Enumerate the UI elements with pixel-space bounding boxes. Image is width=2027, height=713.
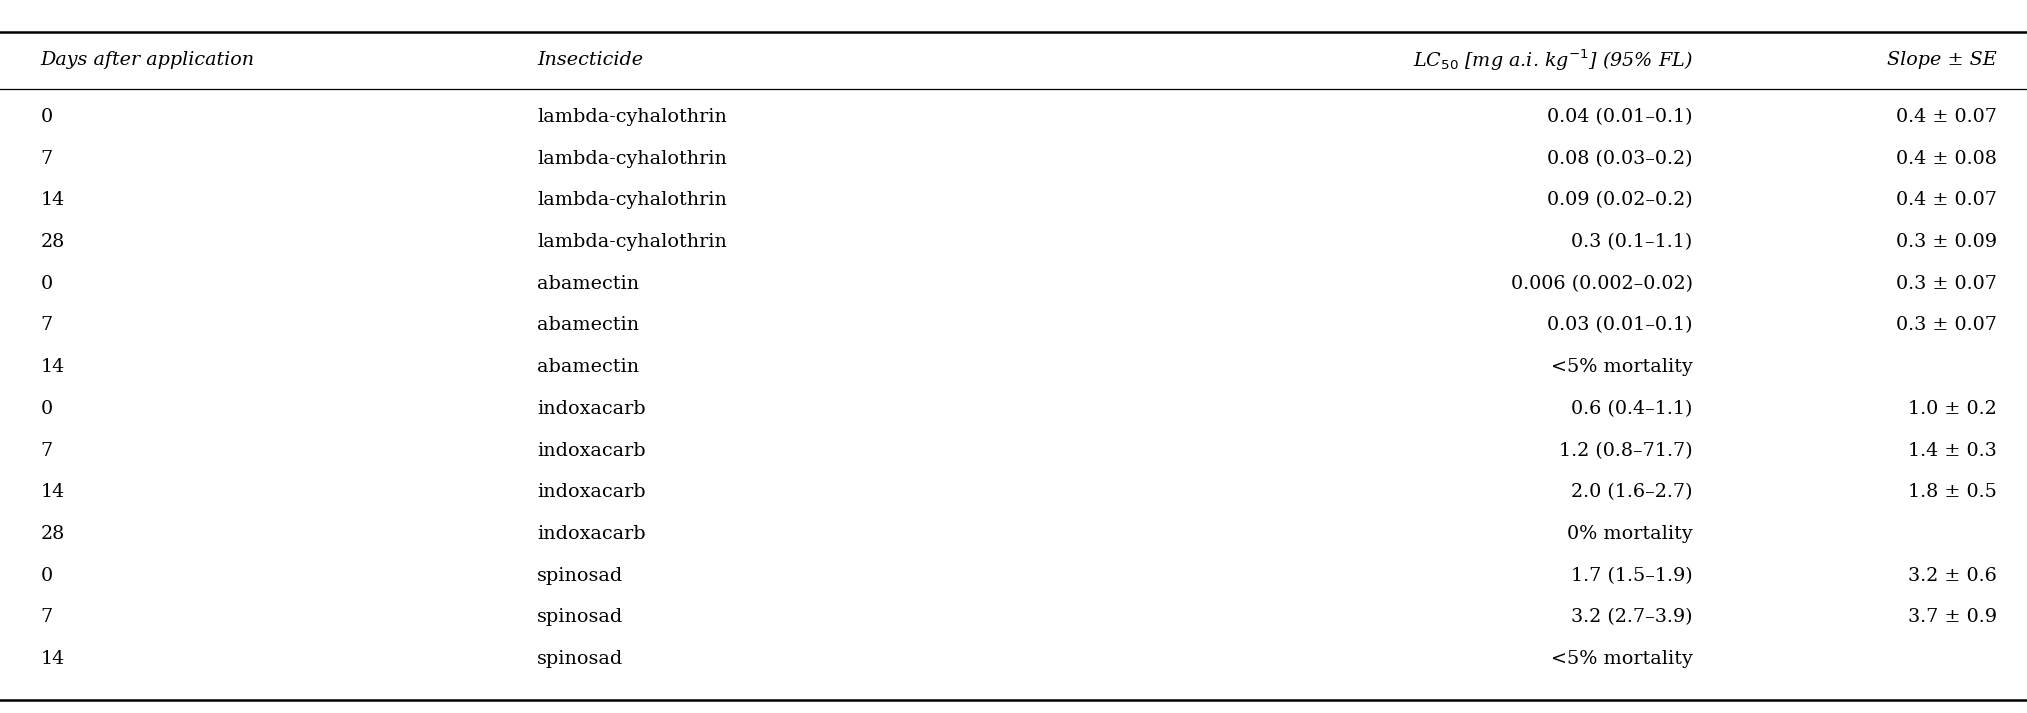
Text: 0.3 (0.1–1.1): 0.3 (0.1–1.1) <box>1571 233 1693 251</box>
Text: Days after application: Days after application <box>41 51 255 69</box>
Text: 7: 7 <box>41 608 53 627</box>
Text: abamectin: abamectin <box>537 317 639 334</box>
Text: 7: 7 <box>41 441 53 460</box>
Text: spinosad: spinosad <box>537 650 624 668</box>
Text: spinosad: spinosad <box>537 567 624 585</box>
Text: lambda-cyhalothrin: lambda-cyhalothrin <box>537 191 728 210</box>
Text: indoxacarb: indoxacarb <box>537 483 647 501</box>
Text: 0.6 (0.4–1.1): 0.6 (0.4–1.1) <box>1571 400 1693 418</box>
Text: 1.0 ± 0.2: 1.0 ± 0.2 <box>1907 400 1997 418</box>
Text: 0: 0 <box>41 275 53 293</box>
Text: 0.4 ± 0.07: 0.4 ± 0.07 <box>1895 108 1997 126</box>
Text: 0.4 ± 0.08: 0.4 ± 0.08 <box>1895 150 1997 168</box>
Text: <5% mortality: <5% mortality <box>1551 650 1693 668</box>
Text: 0.09 (0.02–0.2): 0.09 (0.02–0.2) <box>1547 191 1693 210</box>
Text: Insecticide: Insecticide <box>537 51 643 69</box>
Text: abamectin: abamectin <box>537 275 639 293</box>
Text: 0: 0 <box>41 567 53 585</box>
Text: 0.08 (0.03–0.2): 0.08 (0.03–0.2) <box>1547 150 1693 168</box>
Text: 0.04 (0.01–0.1): 0.04 (0.01–0.1) <box>1547 108 1693 126</box>
Text: 7: 7 <box>41 150 53 168</box>
Text: 14: 14 <box>41 650 65 668</box>
Text: 3.2 ± 0.6: 3.2 ± 0.6 <box>1907 567 1997 585</box>
Text: indoxacarb: indoxacarb <box>537 400 647 418</box>
Text: 0.3 ± 0.07: 0.3 ± 0.07 <box>1895 317 1997 334</box>
Text: 0: 0 <box>41 400 53 418</box>
Text: lambda-cyhalothrin: lambda-cyhalothrin <box>537 108 728 126</box>
Text: 1.7 (1.5–1.9): 1.7 (1.5–1.9) <box>1571 567 1693 585</box>
Text: 0.3 ± 0.09: 0.3 ± 0.09 <box>1895 233 1997 251</box>
Text: abamectin: abamectin <box>537 358 639 376</box>
Text: 0.03 (0.01–0.1): 0.03 (0.01–0.1) <box>1547 317 1693 334</box>
Text: 1.2 (0.8–71.7): 1.2 (0.8–71.7) <box>1559 441 1693 460</box>
Text: 14: 14 <box>41 483 65 501</box>
Text: 0: 0 <box>41 108 53 126</box>
Text: 14: 14 <box>41 191 65 210</box>
Text: 28: 28 <box>41 233 65 251</box>
Text: LC$_{50}$ [mg a.i. kg$^{-1}$] (95% FL): LC$_{50}$ [mg a.i. kg$^{-1}$] (95% FL) <box>1413 47 1693 73</box>
Text: <5% mortality: <5% mortality <box>1551 358 1693 376</box>
Text: spinosad: spinosad <box>537 608 624 627</box>
Text: 1.8 ± 0.5: 1.8 ± 0.5 <box>1907 483 1997 501</box>
Text: Slope ± SE: Slope ± SE <box>1887 51 1997 69</box>
Text: 0.4 ± 0.07: 0.4 ± 0.07 <box>1895 191 1997 210</box>
Text: 14: 14 <box>41 358 65 376</box>
Text: indoxacarb: indoxacarb <box>537 441 647 460</box>
Text: 28: 28 <box>41 525 65 543</box>
Text: lambda-cyhalothrin: lambda-cyhalothrin <box>537 233 728 251</box>
Text: 3.2 (2.7–3.9): 3.2 (2.7–3.9) <box>1571 608 1693 627</box>
Text: indoxacarb: indoxacarb <box>537 525 647 543</box>
Text: 0.006 (0.002–0.02): 0.006 (0.002–0.02) <box>1510 275 1693 293</box>
Text: 2.0 (1.6–2.7): 2.0 (1.6–2.7) <box>1571 483 1693 501</box>
Text: lambda-cyhalothrin: lambda-cyhalothrin <box>537 150 728 168</box>
Text: 3.7 ± 0.9: 3.7 ± 0.9 <box>1907 608 1997 627</box>
Text: 0% mortality: 0% mortality <box>1567 525 1693 543</box>
Text: 0.3 ± 0.07: 0.3 ± 0.07 <box>1895 275 1997 293</box>
Text: 7: 7 <box>41 317 53 334</box>
Text: 1.4 ± 0.3: 1.4 ± 0.3 <box>1907 441 1997 460</box>
